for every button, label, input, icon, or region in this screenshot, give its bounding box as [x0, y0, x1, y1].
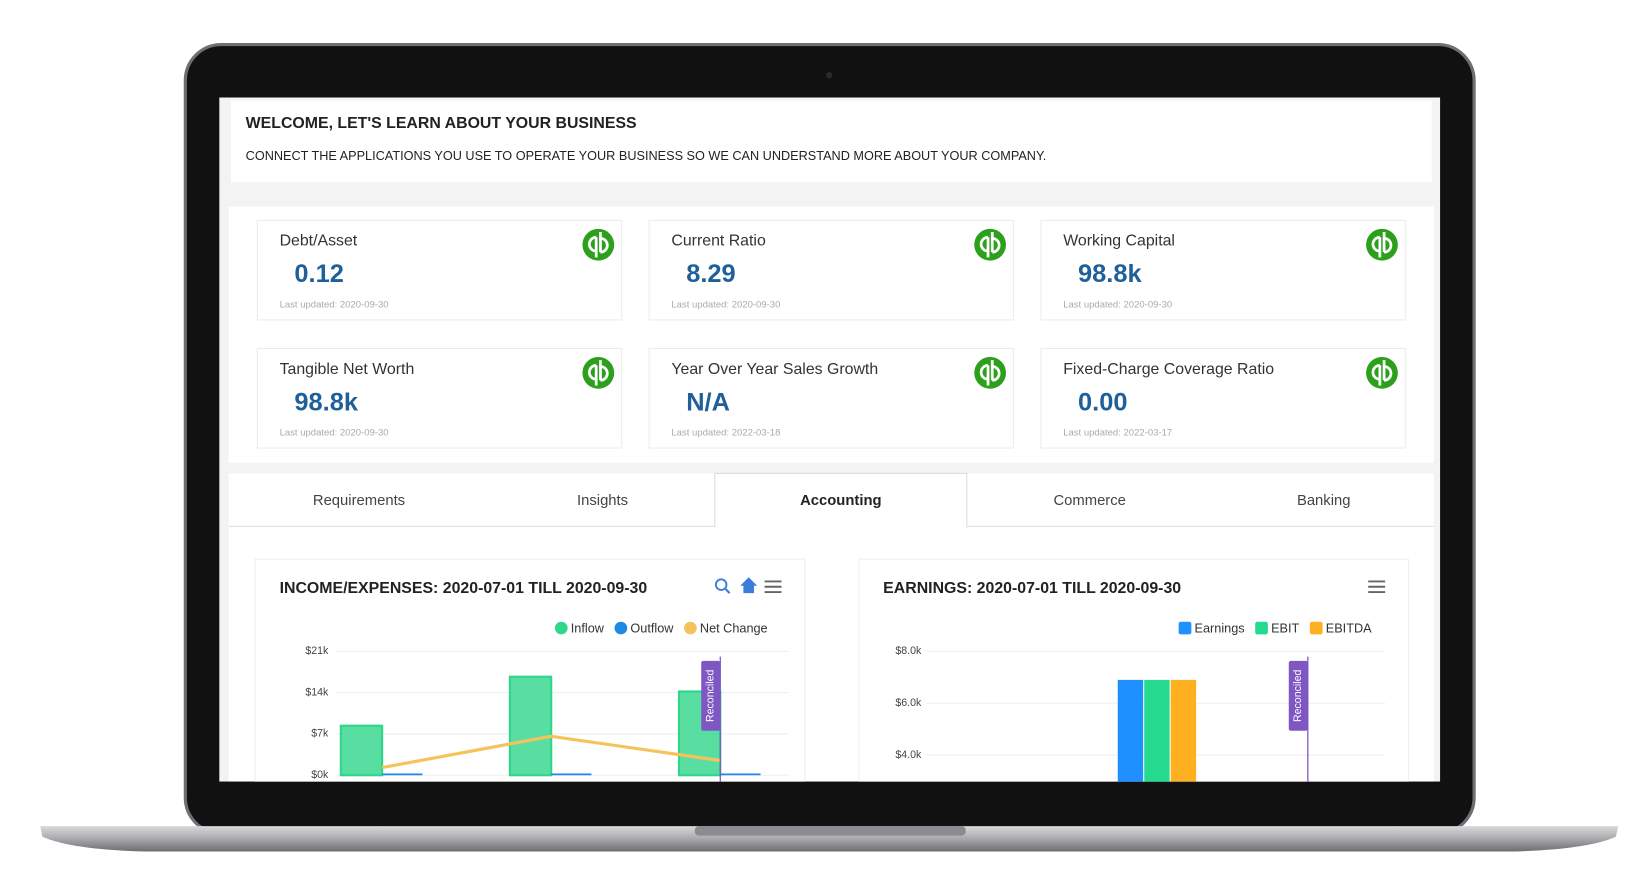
- zoom-icon: [714, 578, 728, 591]
- metric-card: [1040, 347, 1406, 449]
- zoom-icon-handle: [724, 588, 731, 594]
- metric-updated: Last updated: 2020-09-30: [280, 428, 389, 439]
- bar: [1170, 679, 1197, 782]
- y-tick-label: $7k: [311, 728, 329, 740]
- y-tick-label: $4.0k: [895, 749, 922, 761]
- tab[interactable]: Banking: [1297, 493, 1351, 509]
- y-tick-label: $8.0k: [895, 645, 922, 657]
- header-card: [230, 100, 1432, 183]
- y-tick-label: $21k: [305, 645, 329, 657]
- metric-value: 98.8k: [294, 388, 358, 416]
- home-icon: [740, 577, 758, 594]
- legend-label: Outflow: [630, 621, 674, 635]
- metric-label: Tangible Net Worth: [280, 361, 415, 378]
- header-title: WELCOME, LET'S LEARN ABOUT YOUR BUSINESS: [246, 115, 637, 132]
- metric-label: Fixed-Charge Coverage Ratio: [1063, 361, 1274, 378]
- metric-value: 8.29: [686, 260, 735, 288]
- base-notch: [694, 826, 966, 836]
- metric-updated: Last updated: 2020-09-30: [280, 300, 389, 311]
- quickbooks-icon: [974, 356, 1007, 389]
- metric-label: Year Over Year Sales Growth: [671, 361, 878, 378]
- annotation-label: Reconciled: [705, 670, 717, 722]
- metric-updated: Last updated: 2020-09-30: [671, 300, 780, 311]
- y-tick-label: $14k: [305, 686, 329, 698]
- bar: [382, 773, 423, 776]
- legend-marker: [554, 621, 568, 635]
- metric-updated: Last updated: 2022-03-18: [671, 428, 780, 439]
- metric-label: Debt/Asset: [280, 233, 358, 250]
- metric-card: [1040, 219, 1406, 321]
- metric-updated: Last updated: 2020-09-30: [1063, 300, 1172, 311]
- metric-label: Current Ratio: [671, 233, 766, 250]
- quickbooks-icon: [582, 356, 615, 389]
- legend-label: EBITDA: [1326, 621, 1372, 635]
- legend-label: Inflow: [571, 621, 605, 635]
- metric-card: [648, 347, 1014, 449]
- metric-updated: Last updated: 2022-03-17: [1063, 428, 1172, 439]
- metric-value: 0.00: [1078, 388, 1127, 416]
- quickbooks-glyph: [979, 360, 1001, 386]
- bar: [720, 773, 761, 776]
- tab[interactable]: Accounting: [800, 493, 881, 509]
- metric-value: 0.12: [294, 260, 343, 288]
- bar: [508, 675, 553, 777]
- quickbooks-glyph: [979, 232, 1001, 258]
- tab[interactable]: Commerce: [1053, 493, 1125, 509]
- quickbooks-glyph: [587, 232, 609, 258]
- legend-marker: [1309, 621, 1323, 635]
- legend-label: EBIT: [1271, 621, 1299, 635]
- legend-marker: [614, 621, 628, 635]
- bar: [339, 724, 384, 777]
- quickbooks-icon: [1366, 356, 1398, 389]
- tab[interactable]: Requirements: [313, 493, 405, 509]
- camera: [826, 72, 833, 79]
- annotation-box: [701, 660, 721, 731]
- bar: [551, 773, 592, 776]
- legend-marker: [684, 621, 697, 635]
- quickbooks-glyph: [1371, 360, 1393, 386]
- chart-title: EARNINGS: 2020-07-01 TILL 2020-09-30: [883, 580, 1181, 597]
- metric-label: Working Capital: [1063, 233, 1175, 250]
- metric-card: [648, 219, 1014, 321]
- chart-title: INCOME/EXPENSES: 2020-07-01 TILL 2020-09…: [280, 580, 648, 597]
- line: [381, 734, 721, 770]
- metric-value: N/A: [686, 388, 730, 416]
- quickbooks-glyph: [1371, 232, 1393, 258]
- legend-label: Net Change: [700, 621, 768, 635]
- active-tab: [714, 472, 968, 528]
- quickbooks-icon: [582, 228, 615, 261]
- tab[interactable]: Insights: [577, 493, 628, 509]
- header-subtitle: CONNECT THE APPLICATIONS YOU USE TO OPER…: [246, 149, 1047, 163]
- legend-label: Earnings: [1195, 621, 1245, 635]
- quickbooks-icon: [1366, 228, 1398, 261]
- laptop-base: [40, 826, 1619, 852]
- y-tick-label: $6.0k: [895, 697, 922, 709]
- legend-marker: [1255, 621, 1268, 635]
- quickbooks-glyph: [587, 360, 609, 386]
- metric-card: [256, 219, 623, 321]
- legend-marker: [1178, 621, 1192, 635]
- quickbooks-icon: [974, 228, 1007, 261]
- y-tick-label: $0k: [311, 769, 329, 781]
- metric-card: [256, 347, 623, 449]
- annotation-label: Reconciled: [1292, 670, 1304, 722]
- annotation-box: [1288, 660, 1308, 731]
- bar: [1144, 679, 1170, 782]
- screen: WELCOME, LET'S LEARN ABOUT YOUR BUSINESS…: [219, 97, 1441, 782]
- bar: [1117, 679, 1144, 782]
- metric-value: 98.8k: [1078, 260, 1142, 288]
